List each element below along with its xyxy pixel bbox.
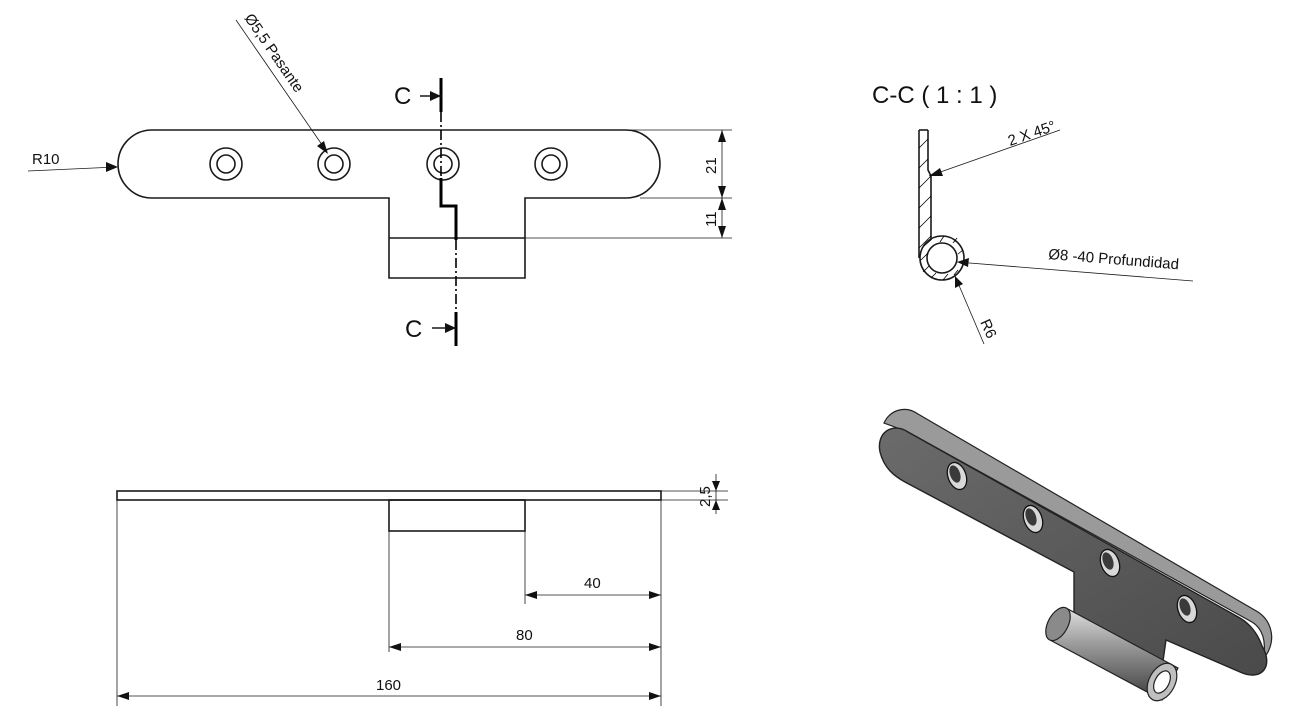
dim-21-label: 21 — [703, 157, 720, 174]
top-view: C C R10 Ø5,5 Pasante 21 11 — [27, 11, 732, 346]
section-marker-bottom: C — [405, 316, 422, 343]
radius-callout: R10 — [27, 151, 118, 172]
isometric-view — [878, 408, 1273, 702]
hole-outer — [534, 147, 568, 181]
plate-hatch — [918, 138, 932, 249]
dim-40: 40 — [525, 575, 661, 599]
knuckle-section — [919, 235, 965, 281]
hole-label: Ø5,5 Pasante — [241, 11, 307, 96]
section-view: C-C ( 1 : 1 ) — [872, 82, 1194, 345]
knuckle-radius-label: R6 — [976, 317, 999, 341]
section-line: C C — [394, 78, 458, 346]
dim-160: 160 — [117, 677, 661, 700]
hinge-pin — [1045, 606, 1179, 702]
chamfer-callout: 2 X 45° — [928, 118, 1061, 177]
height-dimensions: 21 11 — [525, 129, 732, 239]
plate-top-face — [878, 427, 1268, 676]
bore-label: Ø8 -40 Profundidad — [1048, 246, 1180, 273]
hole-inner — [541, 154, 561, 174]
plate-section — [918, 129, 932, 258]
dim-160-label: 160 — [376, 677, 401, 694]
hole-outer — [209, 147, 243, 181]
dim-80: 80 — [389, 627, 661, 651]
dim-thickness-label: 2,5 — [697, 486, 714, 507]
plate-outline — [117, 129, 661, 279]
plate-edge — [116, 490, 662, 501]
hole-outer — [317, 147, 351, 181]
hole-inner — [216, 154, 236, 174]
extension-lines — [116, 500, 662, 706]
plate-side-edge — [883, 408, 1273, 663]
iso-holes — [946, 461, 1198, 624]
hole-callout: Ø5,5 Pasante — [235, 11, 328, 154]
dim-80-label: 80 — [516, 627, 533, 644]
knuckle-hatch — [920, 235, 964, 281]
dim-40-label: 40 — [584, 575, 601, 592]
chamfer-label: 2 X 45° — [1006, 118, 1058, 150]
dim-11-label: 11 — [703, 211, 720, 227]
bore-callout: Ø8 -40 Profundidad — [956, 246, 1194, 282]
radius-label: R10 — [32, 151, 60, 168]
knuckle-front — [388, 499, 526, 532]
front-view: 2,5 40 80 160 — [116, 474, 728, 706]
section-marker-top: C — [394, 83, 411, 110]
knuckle-radius-callout: R6 — [954, 275, 1000, 345]
hole-inner — [433, 154, 453, 174]
thickness-dimension: 2,5 — [661, 474, 728, 514]
hole-outer — [426, 147, 460, 181]
mounting-holes — [209, 147, 568, 181]
section-title: C-C ( 1 : 1 ) — [872, 82, 997, 109]
hole-inner — [324, 154, 344, 174]
